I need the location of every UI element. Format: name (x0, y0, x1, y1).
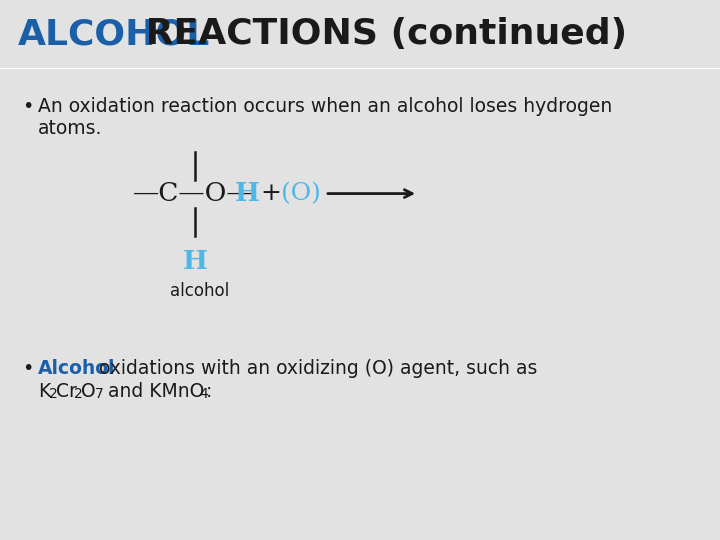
Text: K: K (38, 382, 50, 401)
Text: An oxidation reaction occurs when an alcohol loses hydrogen: An oxidation reaction occurs when an alc… (38, 97, 612, 116)
Text: +: + (253, 182, 290, 205)
Text: ALCOHOL: ALCOHOL (18, 17, 210, 51)
Text: H: H (183, 248, 207, 274)
Text: —C—O—: —C—O— (133, 181, 253, 206)
Text: 4: 4 (199, 387, 208, 401)
Text: (O): (O) (281, 182, 321, 205)
Text: Cr: Cr (56, 382, 77, 401)
Text: H: H (235, 181, 260, 206)
Text: Alcohol: Alcohol (38, 359, 115, 377)
Text: 7: 7 (95, 387, 104, 401)
Text: REACTIONS (continued): REACTIONS (continued) (133, 17, 627, 51)
Text: •: • (22, 97, 33, 116)
Text: :: : (206, 382, 212, 401)
Text: •: • (22, 359, 33, 377)
Text: and KMnO: and KMnO (102, 382, 204, 401)
Text: oxidations with an oxidizing (O) agent, such as: oxidations with an oxidizing (O) agent, … (93, 359, 537, 377)
Text: atoms.: atoms. (38, 119, 102, 138)
Text: alcohol: alcohol (171, 281, 230, 300)
Text: O: O (81, 382, 96, 401)
Text: 2: 2 (74, 387, 83, 401)
Text: 2: 2 (49, 387, 58, 401)
